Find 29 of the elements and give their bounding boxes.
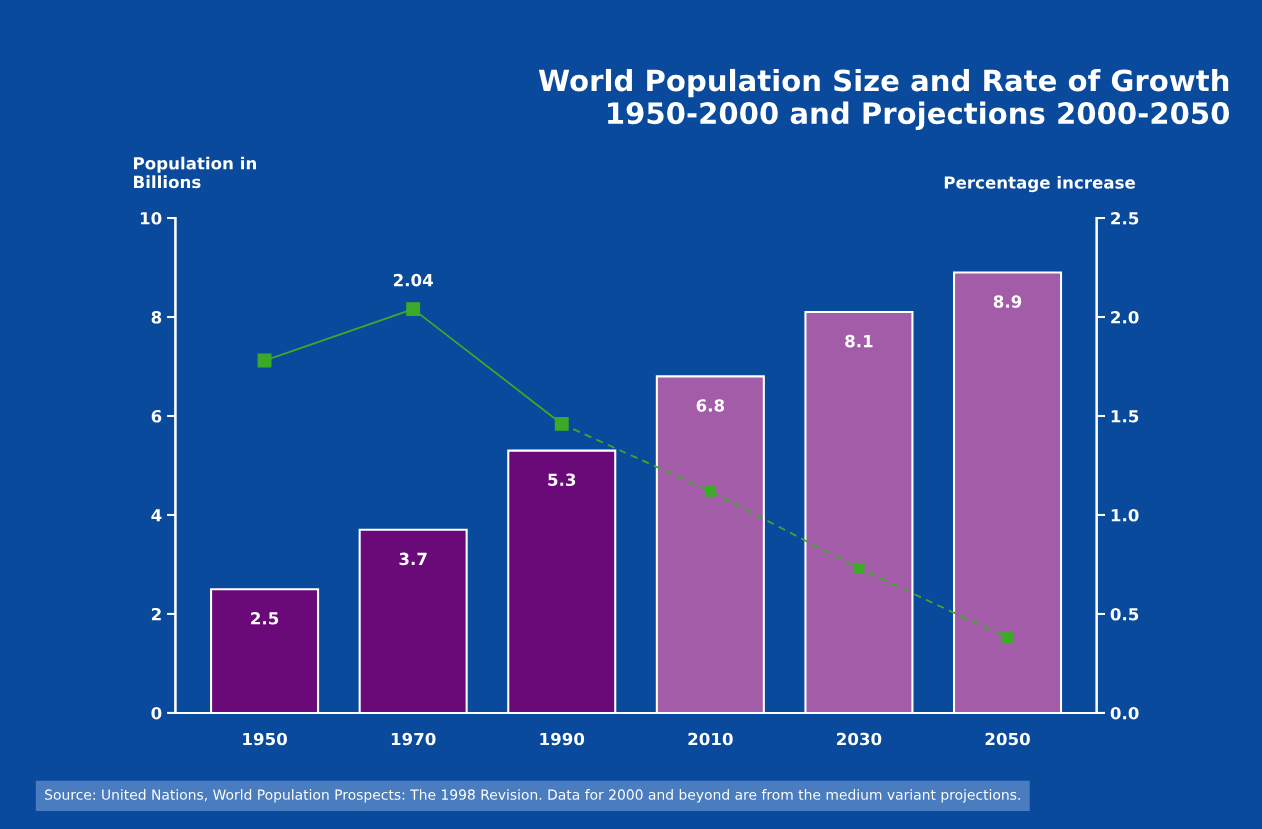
y2-tick-label: 1.5 bbox=[1111, 410, 1139, 423]
data-label: 3.7 bbox=[399, 552, 427, 566]
y-axis-title: Population in Billions bbox=[134, 156, 256, 189]
data-label: 2.04 bbox=[393, 273, 433, 287]
x-tick-label: 2030 bbox=[837, 732, 882, 746]
x-tick-label: 2010 bbox=[688, 732, 733, 746]
y2-tick-label: 2.0 bbox=[1111, 310, 1139, 324]
data-label: 2.5 bbox=[251, 612, 279, 625]
y2-axis-title: Percentage increase bbox=[944, 175, 1135, 193]
y-tick-label: 0 bbox=[151, 706, 162, 720]
y-tick-label: 4 bbox=[151, 509, 162, 522]
y-tick-label: 8 bbox=[151, 310, 162, 324]
x-tick-label: 2050 bbox=[985, 732, 1030, 746]
y-tick-label: 6 bbox=[151, 409, 162, 423]
y-tick-label: 10 bbox=[140, 211, 162, 225]
y2-tick-label: 0.5 bbox=[1110, 607, 1139, 621]
y2-tick-label: 0.0 bbox=[1110, 706, 1139, 720]
x-tick-label: 1990 bbox=[540, 732, 585, 746]
x-tick-label: 1950 bbox=[243, 732, 287, 746]
data-label: 5.3 bbox=[548, 473, 576, 487]
data-label: 8.1 bbox=[845, 334, 873, 348]
y-tick-label: 2 bbox=[151, 607, 161, 621]
y2-tick-label: 2.5 bbox=[1111, 211, 1139, 225]
data-label: 8.9 bbox=[993, 295, 1022, 308]
y2-tick-label: 1.0 bbox=[1111, 508, 1139, 522]
x-tick-label: 1970 bbox=[391, 732, 436, 746]
data-label: 6.8 bbox=[696, 399, 725, 412]
source-note: Source: United Nations, World Population Prospects: The 1998 Revision. Data for 2000 and beyond are from the medium variant projections. bbox=[45, 789, 1020, 803]
chart-title: World Population Size and Rate of Growth 1950-2000 and Projections 2000-2050 bbox=[538, 68, 1230, 131]
